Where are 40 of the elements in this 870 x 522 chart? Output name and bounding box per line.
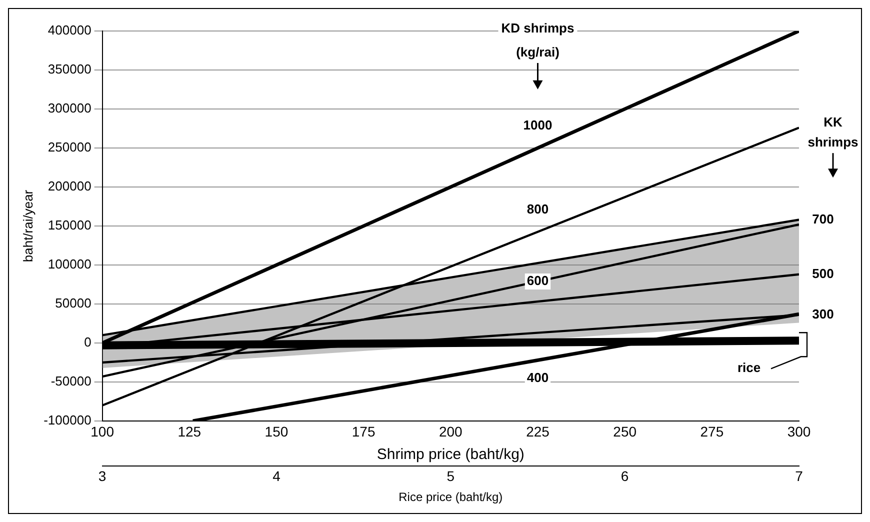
x-tick-label: 125 <box>178 423 202 440</box>
x-tick-label: 250 <box>613 423 637 440</box>
x2-tick-label: 5 <box>446 468 455 484</box>
x-axis-title: Shrimp price (baht/kg) <box>376 446 524 463</box>
y-tick-label: 150000 <box>48 218 92 233</box>
x-tick-label: 300 <box>787 423 811 440</box>
x2-tick-label: 3 <box>98 468 106 484</box>
y-tick-label: 0 <box>84 334 92 350</box>
series-label: 400 <box>526 370 549 385</box>
series-label: rice <box>737 360 761 376</box>
y-tick-label: 350000 <box>48 62 92 77</box>
x-tick-label: 275 <box>700 423 724 440</box>
y-tick-label: -50000 <box>50 374 92 389</box>
x-tick-label: 225 <box>526 423 550 440</box>
x-tick-label: 100 <box>90 423 114 440</box>
text: shrimps <box>808 134 858 150</box>
y-tick-label: 400000 <box>48 22 92 38</box>
x-tick-label: 200 <box>438 423 463 440</box>
x-tick-label: 150 <box>264 423 288 440</box>
annotation: KD shrimps <box>501 20 574 36</box>
series-label: 800 <box>526 201 549 216</box>
y-tick-label: 200000 <box>48 178 92 194</box>
y-tick-label: -100000 <box>44 412 92 428</box>
x-tick-label: 175 <box>352 423 376 440</box>
series-label: 1000 <box>523 118 552 133</box>
series-label: 500 <box>812 266 834 281</box>
y-tick-label: 250000 <box>48 140 92 155</box>
y-axis-title: baht/rai/year <box>20 189 36 262</box>
y-tick-label: 50000 <box>55 296 92 311</box>
text: KK <box>824 114 843 130</box>
x2-tick-label: 4 <box>272 468 281 484</box>
series-label: 600 <box>526 273 549 288</box>
series-label: 700 <box>812 211 834 226</box>
y-tick-label: 300000 <box>48 100 92 116</box>
x2-tick-label: 6 <box>620 468 629 484</box>
series-label: 300 <box>812 306 834 322</box>
y-tick-label: 100000 <box>48 256 92 272</box>
annotation: (kg/rai) <box>516 44 560 60</box>
x2-tick-label: 7 <box>795 468 804 484</box>
x2-axis-title: Rice price (baht/kg) <box>398 490 503 504</box>
